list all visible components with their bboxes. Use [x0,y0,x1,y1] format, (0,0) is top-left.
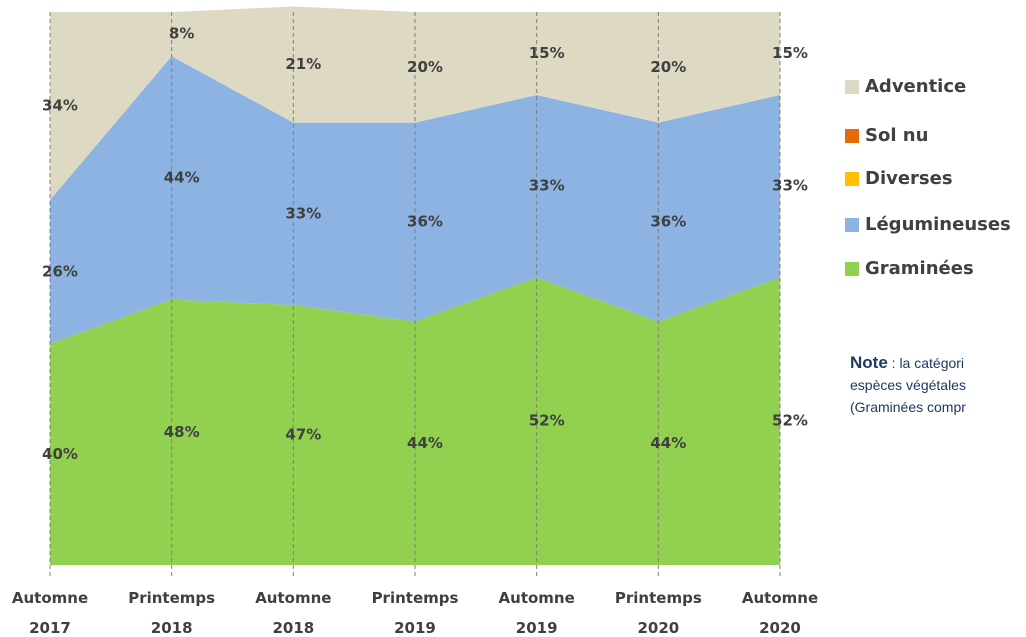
data-label: 44% [407,434,443,452]
legend-label: Légumineuses [865,214,1011,235]
x-tick-label: Automne 2019 [498,589,575,637]
data-label: 52% [529,412,565,430]
data-label: 20% [407,58,443,76]
x-tick-label: Automne 2017 [11,589,89,637]
x-tick-label: Printemps 2018 [128,589,216,637]
note: Note : la catégori espèces végétales (Gram… [850,352,966,418]
data-label: 33% [529,177,565,195]
legend-swatch [845,217,859,232]
data-label: 15% [772,44,808,62]
legend-swatch [845,261,859,276]
legend-item: Légumineuses [845,214,1011,235]
legend-item: Graminées [845,258,974,279]
legend-label: Diverses [865,168,953,189]
data-label: 8% [169,25,194,43]
x-tick-label: Automne 2020 [741,589,819,637]
data-label: 44% [164,168,200,186]
data-label: 20% [650,58,686,76]
data-label: 40% [42,445,78,463]
x-tick-label: Automne 2018 [255,589,332,637]
data-label: 36% [407,213,443,231]
legend-swatch [845,128,859,143]
note-line: espèces végétales [850,377,966,393]
data-label: 33% [772,177,808,195]
note-line: : la catégori [887,355,965,371]
legend-item: Sol nu [845,125,928,146]
legend-swatch [845,79,859,94]
note-label: Note [850,353,888,372]
data-label: 44% [650,434,686,452]
note-line: (Graminées compr [850,399,966,415]
data-label: 26% [42,262,78,280]
x-tick-label: Printemps 2020 [614,589,702,637]
area [50,56,780,344]
data-label: 48% [164,423,200,441]
legend-swatch [845,171,859,186]
data-label: 15% [529,44,565,62]
data-label: 47% [285,426,321,444]
legend-item: Adventice [845,76,966,97]
data-label: 52% [772,412,808,430]
legend-label: Adventice [865,76,967,97]
legend-item: Diverses [845,168,953,189]
data-label: 36% [650,213,686,231]
data-label: 21% [285,55,321,73]
x-tick-label: Printemps 2019 [371,589,459,637]
data-label: 33% [285,204,321,222]
legend-label: Graminées [865,258,974,279]
legend-label: Sol nu [865,125,929,146]
data-label: 34% [42,97,78,115]
